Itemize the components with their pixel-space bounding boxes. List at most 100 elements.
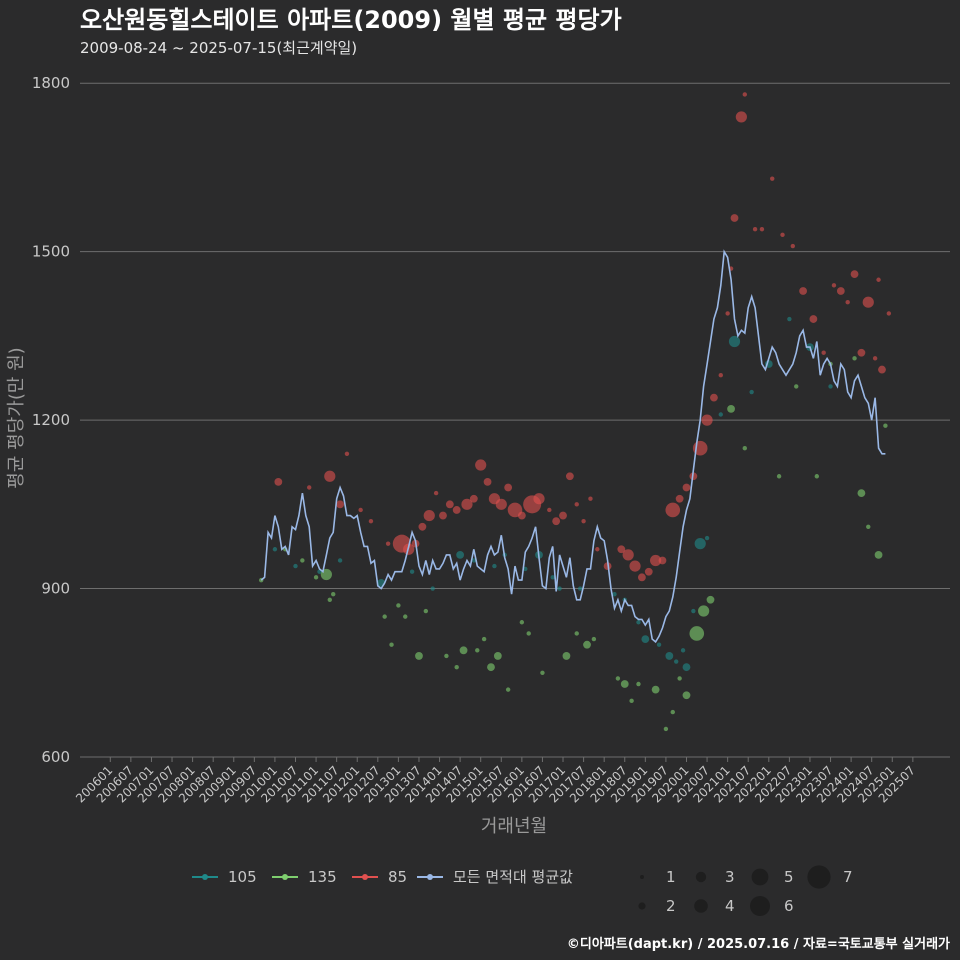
y-tick-label: 1500 — [32, 243, 70, 261]
point-135 — [615, 676, 621, 681]
point-85 — [483, 477, 492, 486]
legend-marker — [282, 874, 288, 880]
legend-label: 105 — [228, 868, 257, 886]
point-85 — [588, 496, 593, 501]
point-85 — [735, 111, 747, 123]
point-105 — [691, 608, 696, 614]
point-85 — [857, 348, 866, 357]
point-85 — [872, 356, 878, 361]
point-135 — [493, 652, 502, 660]
average-line-layer — [260, 249, 886, 644]
point-135 — [396, 603, 401, 608]
point-85 — [533, 493, 545, 505]
point-135 — [540, 670, 545, 675]
legend-size-marker — [750, 896, 770, 916]
point-135 — [331, 591, 336, 597]
point-105 — [656, 642, 662, 647]
point-135 — [526, 631, 531, 636]
point-85 — [836, 287, 845, 295]
point-105 — [694, 538, 706, 550]
point-85 — [718, 372, 723, 378]
point-135 — [670, 709, 675, 715]
point-135 — [562, 652, 571, 660]
point-85 — [274, 477, 283, 486]
point-85 — [862, 296, 874, 308]
point-105 — [456, 550, 465, 559]
point-135 — [682, 691, 691, 700]
point-105 — [828, 384, 833, 389]
point-85 — [752, 227, 758, 232]
point-85 — [770, 176, 775, 181]
point-85 — [730, 214, 739, 222]
point-85 — [638, 573, 646, 582]
point-85 — [831, 283, 837, 288]
point-135 — [591, 636, 597, 642]
point-85 — [650, 554, 662, 567]
point-85 — [433, 490, 439, 496]
point-105 — [337, 558, 343, 563]
point-85 — [845, 300, 850, 305]
point-85 — [581, 518, 586, 524]
point-85 — [445, 500, 454, 509]
point-135 — [382, 614, 387, 619]
point-105 — [749, 389, 754, 395]
point-85 — [629, 560, 641, 572]
legend-label: 85 — [388, 868, 407, 886]
point-135 — [852, 356, 857, 361]
point-135 — [629, 698, 634, 704]
point-85 — [495, 498, 507, 510]
point-105 — [492, 563, 497, 569]
legend-size-marker — [751, 868, 769, 886]
y-tick-label: 900 — [41, 580, 70, 598]
point-85 — [780, 232, 785, 238]
point-85 — [617, 545, 626, 554]
point-135 — [874, 550, 883, 559]
point-85 — [644, 567, 653, 576]
point-85 — [759, 227, 765, 232]
point-85 — [725, 311, 730, 316]
point-85 — [547, 507, 552, 513]
legend-size-label: 1 — [666, 868, 676, 886]
point-85 — [423, 509, 435, 522]
point-105 — [718, 412, 723, 417]
point-105 — [430, 586, 435, 591]
point-135 — [794, 384, 799, 389]
point-85 — [809, 315, 818, 323]
x-axis-title: 거래년월 — [481, 816, 547, 837]
point-105 — [682, 663, 691, 672]
legend-marker — [362, 874, 368, 880]
legend-marker — [427, 874, 433, 880]
legend-size-label: 7 — [843, 868, 853, 886]
point-135 — [620, 680, 629, 688]
point-85 — [675, 494, 684, 503]
point-135 — [583, 640, 591, 649]
point-85 — [461, 498, 473, 510]
point-105 — [641, 635, 650, 643]
point-105 — [612, 591, 617, 597]
legend-size-label: 3 — [725, 868, 735, 886]
point-135 — [706, 595, 715, 604]
legend-size-marker — [638, 902, 646, 910]
point-85 — [682, 483, 691, 492]
legend-size-marker — [807, 865, 831, 889]
point-85 — [701, 414, 713, 426]
point-135 — [883, 423, 888, 428]
legend-label: 135 — [308, 868, 337, 886]
point-85 — [344, 451, 350, 457]
y-axis-title: 평균 평당가(만 원) — [6, 347, 27, 488]
point-105 — [704, 535, 710, 541]
point-85 — [368, 518, 374, 524]
point-135 — [505, 687, 511, 692]
point-135 — [389, 642, 394, 647]
point-135 — [663, 726, 669, 732]
point-135 — [403, 614, 408, 619]
legend-size-label: 4 — [725, 897, 735, 915]
legend-label: 모든 면적대 평균값 — [453, 868, 573, 886]
y-tick-label: 1200 — [32, 411, 70, 429]
x-axis: 2006012006072007012007072008012008072009… — [73, 757, 918, 806]
point-135 — [459, 646, 468, 655]
point-105 — [673, 659, 679, 664]
point-85 — [439, 511, 447, 520]
point-85 — [358, 507, 363, 513]
point-85 — [452, 506, 461, 514]
